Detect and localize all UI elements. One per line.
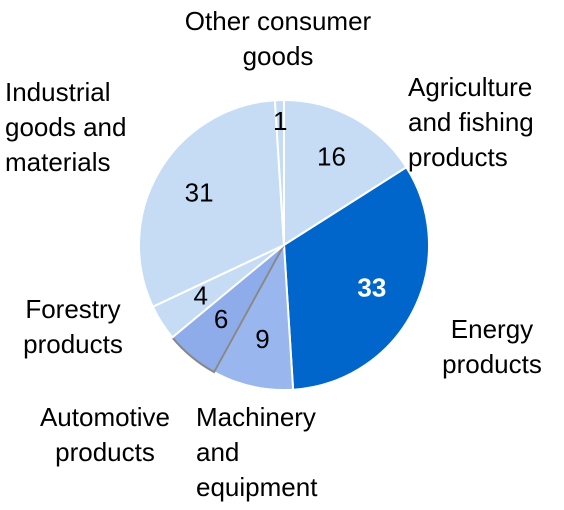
pie-slice xyxy=(273,98,285,246)
pie-slice xyxy=(138,99,286,309)
category-label: Automotive products xyxy=(39,402,171,467)
value-label: 1 xyxy=(273,106,287,136)
value-label: 9 xyxy=(255,324,269,354)
category-label: Agriculture and fishing products xyxy=(408,72,534,172)
value-label: 16 xyxy=(317,141,346,171)
value-label: 31 xyxy=(185,178,214,208)
category-label: Forestry products xyxy=(23,294,123,359)
pie-slice xyxy=(212,241,295,391)
category-label: Machinery and equipment xyxy=(196,402,318,502)
category-label: Energy products xyxy=(442,314,542,379)
category-label: Other consumer goods xyxy=(184,6,372,71)
value-label: 6 xyxy=(214,304,228,334)
pie-slice xyxy=(282,165,430,391)
value-label: 33 xyxy=(357,273,386,303)
category-label: Industrial goods and materials xyxy=(5,77,127,177)
value-label: 4 xyxy=(194,281,208,311)
pie-slice xyxy=(283,98,408,247)
